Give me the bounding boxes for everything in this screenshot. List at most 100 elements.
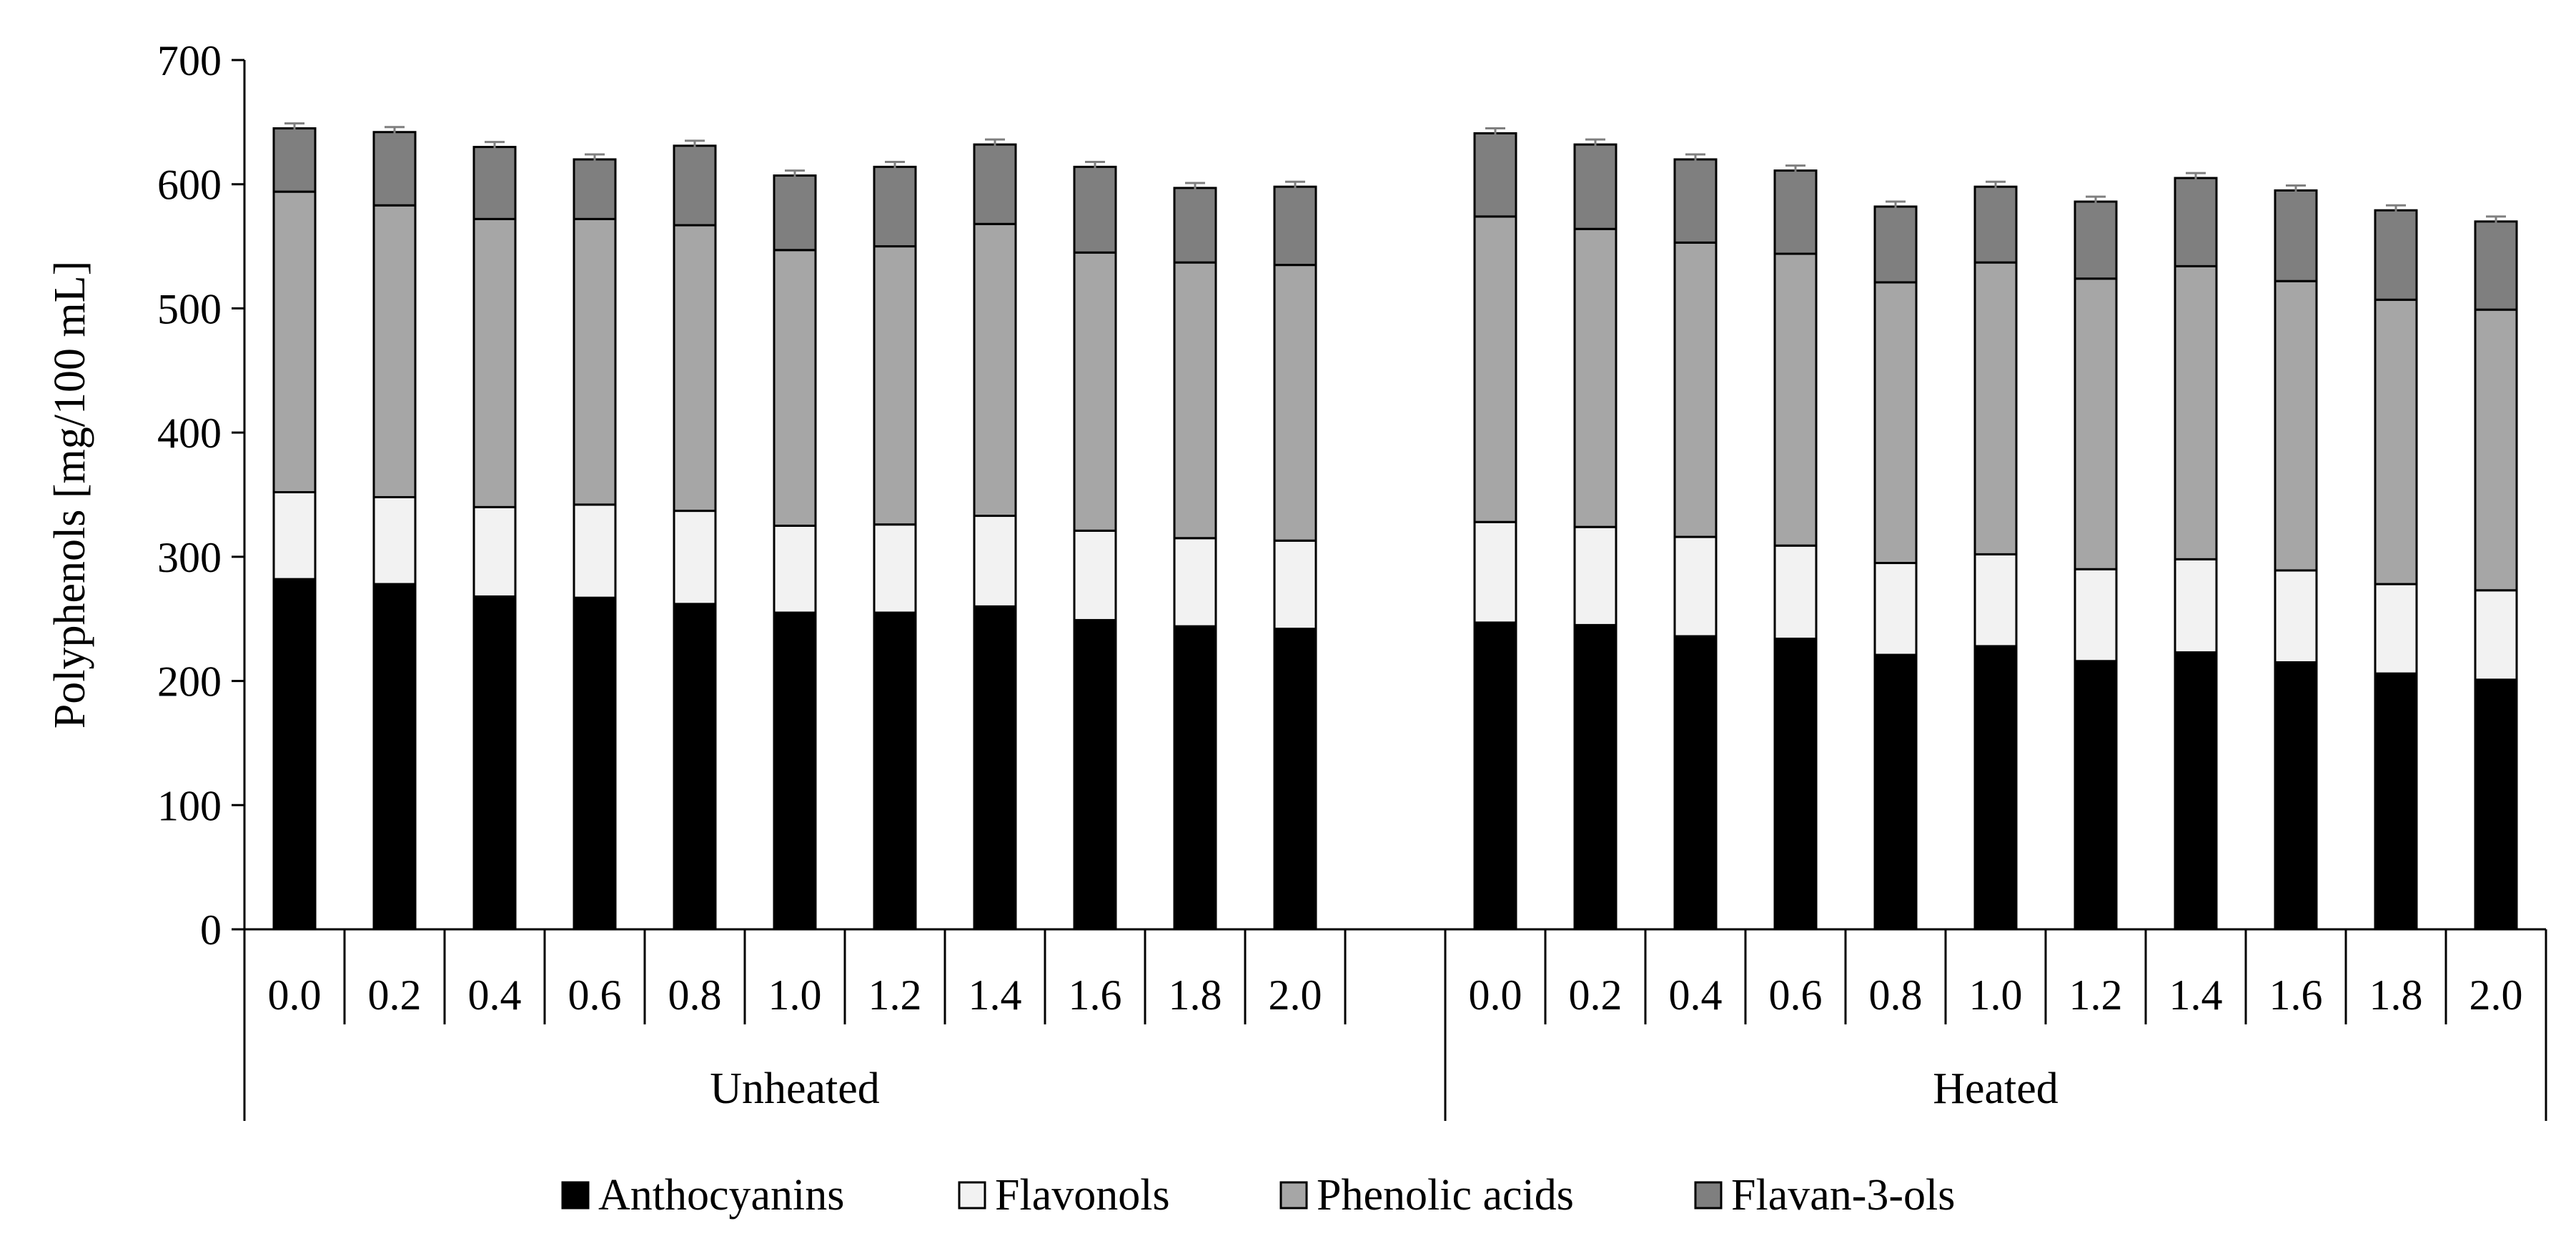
bar-heated-1-0-flavan-3-ols	[1973, 185, 2018, 264]
bar-unheated-0-0-flavonols	[272, 491, 317, 580]
bar-heated-1-4-anthocyanins	[2174, 651, 2218, 931]
bar-unheated-2-0-phenolic-acids	[1273, 264, 1317, 542]
bar-unheated-1-0-phenolic-acids	[773, 249, 817, 527]
error-bar-unheated-0-2	[385, 126, 405, 139]
x-tick-label: 2.0	[1269, 971, 1322, 1019]
x-tick-label: 1.4	[969, 971, 1022, 1019]
bar-heated-0-0-anthocyanins	[1473, 621, 1517, 931]
bar-unheated-1-4-flavonols	[973, 515, 1017, 608]
group-label-heated: Heated	[1933, 1064, 2059, 1113]
bar-unheated-1-4-anthocyanins	[973, 605, 1017, 931]
bar-unheated-0-2-phenolic-acids	[372, 204, 417, 498]
bar-unheated-1-6-anthocyanins	[1073, 618, 1117, 931]
bar-heated-0-8-flavonols	[1873, 562, 1918, 656]
bar-heated-2-0-flavan-3-ols	[2474, 220, 2518, 311]
error-bar-unheated-1-2	[885, 160, 905, 173]
labels-layer: 0.0 0.2 0.4 0.6 0.8 1.0 1.2 1.4 1.6 1.8 2.0 0.0 0.2 0…	[46, 37, 2523, 1113]
bar-heated-2-0-flavonols	[2474, 589, 2518, 681]
y-axis-title: Polyphenols [mg/100 mL]	[46, 261, 94, 728]
bar-heated-1-8-phenolic-acids	[2374, 298, 2418, 585]
legend-swatch	[1694, 1181, 1723, 1210]
error-bar-heated-0-0	[1485, 127, 1505, 139]
x-tick-label: 0.6	[1769, 971, 1823, 1019]
bar-heated-0-0-phenolic-acids	[1473, 215, 1517, 523]
legend-label: Flavan-3-ols	[1731, 1171, 1955, 1220]
bar-heated-0-8-anthocyanins	[1873, 653, 1918, 931]
bar-heated-1-2-anthocyanins	[2074, 660, 2118, 931]
legend-swatch	[561, 1181, 590, 1210]
error-bar-heated-1-6	[2286, 184, 2306, 197]
bar-heated-0-4-anthocyanins	[1673, 635, 1718, 931]
bar-heated-1-8-anthocyanins	[2374, 672, 2418, 931]
bar-unheated-1-2-flavan-3-ols	[873, 165, 917, 248]
bar-heated-1-4-phenolic-acids	[2174, 264, 2218, 560]
bar-unheated-0-4-flavonols	[472, 505, 517, 598]
x-tick-label: 0.0	[1469, 971, 1522, 1019]
error-bar-heated-0-2	[1585, 138, 1605, 151]
bar-heated-1-4-flavan-3-ols	[2174, 177, 2218, 267]
x-tick-label: 0.2	[1569, 971, 1623, 1019]
bar-heated-1-2-flavonols	[2074, 568, 2118, 663]
bar-unheated-0-6-flavan-3-ols	[573, 158, 617, 220]
bar-heated-0-8-phenolic-acids	[1873, 281, 1918, 565]
x-tick-label: 1.6	[2269, 971, 2323, 1019]
bar-heated-0-6-flavan-3-ols	[1773, 169, 1818, 255]
bar-heated-1-6-anthocyanins	[2274, 661, 2318, 931]
x-tick-label: 0.0	[268, 971, 322, 1019]
x-tick-label: 1.6	[1069, 971, 1122, 1019]
bar-heated-0-6-anthocyanins	[1773, 638, 1818, 931]
error-bar-unheated-1-6	[1085, 160, 1105, 173]
legend-label: Phenolic acids	[1317, 1171, 1574, 1220]
bar-unheated-1-8-flavan-3-ols	[1173, 187, 1217, 264]
bar-heated-0-4-phenolic-acids	[1673, 241, 1718, 538]
y-tick-label: 400	[157, 410, 222, 457]
y-tick-label: 300	[157, 534, 222, 581]
bar-unheated-0-4-flavan-3-ols	[472, 146, 517, 220]
legend-item-flavan-3-ols: Flavan-3-ols	[1694, 1171, 1955, 1220]
bar-heated-0-8-flavan-3-ols	[1873, 205, 1918, 284]
legend: Anthocyanins Flavonols Phenolic acids Flava…	[561, 1171, 1955, 1220]
bar-unheated-0-8-anthocyanins	[673, 603, 717, 931]
bar-heated-0-2-flavonols	[1573, 525, 1618, 626]
y-tick-label: 600	[157, 162, 222, 209]
bar-unheated-2-0-flavan-3-ols	[1273, 185, 1317, 267]
error-bar-heated-1-4	[2186, 172, 2206, 184]
axes-layer	[232, 59, 2547, 1121]
legend-item-anthocyanins: Anthocyanins	[561, 1171, 844, 1220]
bar-unheated-1-4-phenolic-acids	[973, 222, 1017, 518]
bar-unheated-1-2-phenolic-acids	[873, 245, 917, 526]
error-bar-unheated-1-8	[1185, 182, 1205, 194]
error-bar-heated-2-0	[2486, 215, 2506, 228]
bars-layer	[272, 127, 2518, 931]
legend-item-phenolic-acids: Phenolic acids	[1279, 1171, 1574, 1220]
error-bars-layer	[284, 122, 2506, 228]
bar-heated-2-0-phenolic-acids	[2474, 308, 2518, 592]
error-bar-heated-1-2	[2086, 195, 2106, 208]
bar-unheated-0-2-flavonols	[372, 495, 417, 585]
bar-heated-1-0-anthocyanins	[1973, 645, 2018, 931]
bar-heated-0-6-flavonols	[1773, 544, 1818, 641]
error-bar-heated-1-8	[2386, 204, 2406, 217]
bar-unheated-0-6-flavonols	[573, 503, 617, 599]
error-bar-heated-1-0	[1986, 180, 2006, 193]
bar-unheated-1-8-anthocyanins	[1173, 625, 1217, 931]
bar-heated-1-0-flavonols	[1973, 553, 2018, 648]
bar-heated-0-2-phenolic-acids	[1573, 227, 1618, 528]
bar-unheated-1-8-phenolic-acids	[1173, 261, 1217, 540]
x-tick-label: 1.2	[2069, 971, 2123, 1019]
bar-unheated-0-0-flavan-3-ols	[272, 127, 317, 193]
bar-unheated-0-4-anthocyanins	[472, 595, 517, 931]
bar-unheated-1-2-flavonols	[873, 523, 917, 614]
bar-unheated-0-2-flavan-3-ols	[372, 131, 417, 207]
bar-unheated-0-8-phenolic-acids	[673, 224, 717, 513]
group-label-unheated: Unheated	[710, 1064, 880, 1113]
error-bar-heated-0-4	[1685, 153, 1705, 166]
bar-heated-1-2-flavan-3-ols	[2074, 200, 2118, 280]
bar-unheated-0-4-phenolic-acids	[472, 217, 517, 508]
bar-unheated-1-2-anthocyanins	[873, 611, 917, 931]
bar-unheated-0-6-phenolic-acids	[573, 217, 617, 506]
bar-unheated-1-0-anthocyanins	[773, 611, 817, 931]
bar-unheated-1-8-flavonols	[1173, 537, 1217, 628]
